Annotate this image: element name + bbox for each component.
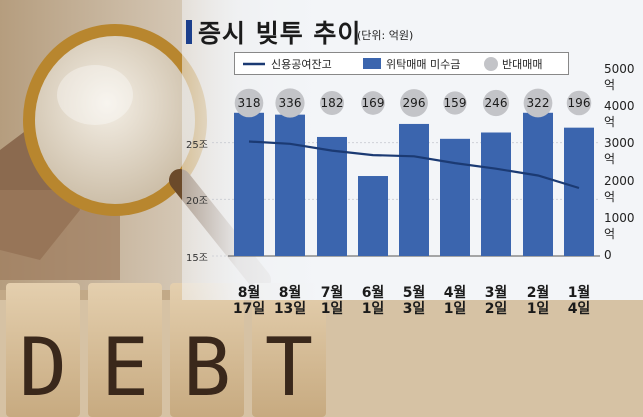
block-letter-d: D (19, 321, 67, 414)
forced-sale-circle (234, 88, 264, 118)
forced-sale-value: 318 (238, 96, 261, 110)
forced-sale-value: 336 (279, 96, 302, 110)
legend-circle-label: 반대매매 (502, 58, 543, 71)
forced-sale-circle (566, 90, 592, 116)
x-tick-label: 4월 1일 (443, 285, 467, 317)
x-tick-label: 6월 1일 (361, 285, 385, 317)
y-right-tick-label: 4000억 (604, 99, 635, 130)
forced-sale-value: 169 (362, 96, 385, 110)
legend-bar-label: 위탁매매 미수금 (386, 58, 461, 71)
unit-label: (단위: 억원) (357, 29, 414, 42)
forced-sale-value: 182 (321, 96, 344, 110)
forced-sale-circle (523, 88, 553, 118)
legend-circle-swatch (484, 57, 498, 71)
x-tick-label: 8월 13일 (273, 285, 307, 317)
x-tick-label: 5월 3일 (402, 285, 426, 317)
bar (358, 176, 388, 256)
bar (523, 112, 553, 256)
forced-sale-value: 196 (568, 96, 591, 110)
y-right-tick-label: 2000억 (604, 173, 635, 204)
magnifier-icon (23, 24, 271, 291)
bar (317, 136, 347, 256)
y-right-tick-label: 1000억 (604, 210, 635, 241)
forced-sale-value: 159 (444, 96, 467, 110)
y-right-tick-label: 5000억 (604, 62, 635, 92)
legend-bar-swatch (363, 58, 381, 69)
legend: 신용공여잔고 위탁매매 미수금 반대매매 (234, 52, 569, 75)
forced-sale-value: 246 (485, 96, 508, 110)
x-tick-label: 1월 4일 (567, 285, 591, 317)
x-tick-label: 7월 1일 (320, 285, 344, 317)
bar (234, 112, 264, 256)
block-letter-t: T (265, 321, 313, 414)
forced-sale-circle (275, 88, 305, 118)
x-tick-label: 2월 1일 (526, 285, 550, 317)
block-letter-e: E (101, 321, 149, 414)
title-accent-bar (186, 20, 192, 44)
y-left-tick-label: 15조 (186, 253, 208, 264)
bar (481, 132, 511, 256)
bar (399, 123, 429, 256)
bar (440, 138, 470, 256)
forced-sale-circle (400, 89, 428, 117)
bar (564, 127, 594, 256)
legend-swatches (243, 57, 498, 71)
forced-sale-value: 296 (403, 96, 426, 110)
legend-line-label: 신용공여잔고 (271, 58, 332, 71)
y-right-tick-label: 3000억 (604, 136, 635, 167)
forced-sale-circle (361, 91, 385, 115)
bar (275, 114, 305, 256)
y-right-tick-label: 0 (604, 248, 612, 262)
y-left-tick-label: 20조 (186, 196, 208, 208)
y-left-tick-label: 25조 (186, 139, 208, 151)
block-letter-b: B (183, 321, 231, 414)
forced-sale-circle (482, 89, 510, 117)
credit-balance-line (248, 140, 580, 190)
x-tick-label: 3월 2일 (484, 285, 508, 317)
chart-title: 증시 빚투 추이 (198, 19, 362, 48)
x-tick-label: 8월 17일 (232, 285, 266, 317)
forced-sale-value: 322 (527, 96, 550, 110)
forced-sale-circle (443, 91, 467, 115)
forced-sale-circle (319, 90, 345, 116)
